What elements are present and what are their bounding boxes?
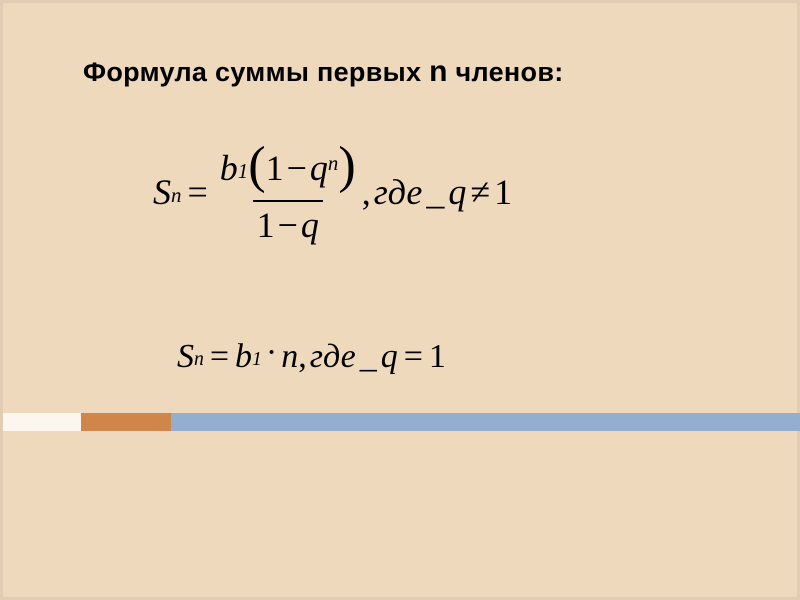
f2-eq: =	[210, 338, 229, 376]
f1-gde: где	[374, 171, 423, 213]
f1-comma: ,	[362, 171, 371, 213]
f1-b-sub: 1	[238, 159, 248, 184]
f2-b: b	[235, 338, 252, 376]
title-prefix: Формула суммы первых	[83, 57, 429, 87]
f1-S-sub: n	[171, 183, 181, 208]
formula-sum-q1: Sn = b1 · n , где _ q = 1	[177, 338, 446, 376]
f1-fraction: b1 ( 1 − qn ) 1 − q	[216, 138, 360, 246]
f1-eq: =	[187, 171, 207, 213]
f2-S: S	[177, 338, 194, 376]
formula2-row: Sn = b1 · n , где _ q = 1	[177, 338, 446, 376]
f1-neq: ≠	[470, 171, 490, 213]
title-suffix: членов:	[448, 57, 564, 87]
f1-minus1: −	[287, 147, 307, 189]
accent-bar	[3, 413, 800, 431]
f1-den-one: 1	[257, 204, 275, 246]
f1-rparen: )	[338, 135, 355, 195]
f1-lparen: (	[248, 135, 265, 195]
f1-denominator: 1 − q	[253, 200, 323, 246]
f1-q1: q	[310, 147, 328, 189]
formula-sum-general: Sn = b1 ( 1 − qn ) 1 − q , где _ q ≠ 1	[153, 138, 512, 246]
f2-dot: ·	[266, 334, 277, 372]
f1-den-minus: −	[278, 204, 298, 246]
f1-b: b	[220, 147, 238, 189]
f1-one2: 1	[494, 171, 512, 213]
f2-comma: ,	[298, 338, 307, 376]
title-n: n	[429, 55, 448, 88]
f2-S-sub: n	[194, 348, 204, 371]
accent-blue	[171, 413, 800, 431]
f1-q-sup: n	[328, 151, 338, 176]
f1-den-q: q	[301, 204, 319, 246]
f1-underscore: _	[426, 171, 444, 213]
accent-white	[3, 413, 81, 431]
f2-one: 1	[429, 338, 446, 376]
f2-q: q	[381, 338, 398, 376]
f2-n: n	[281, 338, 298, 376]
f2-eq2: =	[404, 338, 423, 376]
f1-one1: 1	[266, 147, 284, 189]
slide-title: Формула суммы первых n членов:	[83, 55, 564, 89]
f1-S: S	[153, 171, 171, 213]
f1-numerator: b1 ( 1 − qn )	[216, 138, 360, 200]
f2-underscore: _	[360, 338, 377, 376]
f2-b-sub: 1	[252, 348, 262, 371]
formula1-row: Sn = b1 ( 1 − qn ) 1 − q , где _ q ≠ 1	[153, 138, 512, 246]
f1-q2: q	[448, 171, 466, 213]
f2-gde: где	[310, 338, 356, 376]
accent-orange	[81, 413, 171, 431]
